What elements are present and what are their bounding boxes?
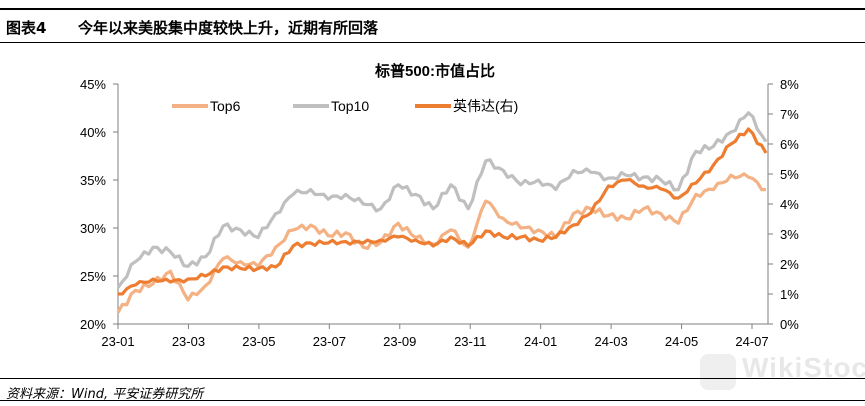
x-tick-label: 23-03: [172, 334, 205, 349]
x-tick-label: 23-01: [101, 334, 134, 349]
watermark-logo-icon: [700, 354, 736, 390]
chart-axes: 20% 25% 30% 35% 40% 45% 0% 1% 2% 3% 4% 5% 6% 7% 8% 23-0…: [80, 77, 799, 349]
legend-label: 英伟达(右): [453, 98, 518, 114]
x-tick-label: 24-07: [735, 334, 768, 349]
y-left-tick-label: 40%: [80, 125, 106, 140]
y-left-tick-label: 35%: [80, 173, 106, 188]
series-line-nvidia: [117, 127, 768, 296]
y-right-tick-label: 5%: [780, 167, 799, 182]
y-right-tick-label: 8%: [780, 77, 799, 92]
legend-label: Top6: [210, 98, 241, 114]
chart-lines: [116, 111, 768, 314]
x-tick-label: 23-09: [383, 334, 416, 349]
y-right-tick-label: 6%: [780, 137, 799, 152]
series-line-top10: [116, 111, 768, 289]
chart-title: 标普500:市值占比: [374, 62, 495, 80]
figure-title: 今年以来美股集中度较快上升，近期有所回落: [78, 19, 379, 37]
x-tick-label: 23-05: [242, 334, 275, 349]
y-right-tick-label: 7%: [780, 107, 799, 122]
legend-label: Top10: [331, 98, 369, 114]
figure-header: 图表4 今年以来美股集中度较快上升，近期有所回落: [6, 17, 378, 38]
y-right-tick-label: 4%: [780, 197, 799, 212]
source-bottom-rule: [0, 400, 865, 401]
chart-legend: Top6 Top10 英伟达(右): [172, 98, 518, 114]
series-line-top6: [116, 172, 767, 314]
y-left-tick-label: 20%: [80, 317, 106, 332]
x-tick-label: 23-11: [454, 334, 486, 349]
x-tick-label: 24-01: [524, 334, 557, 349]
y-right-tick-label: 1%: [780, 287, 799, 302]
y-right-tick-label: 2%: [780, 257, 799, 272]
y-right-tick-label: 0%: [780, 317, 799, 332]
x-tick-label: 23-07: [313, 334, 346, 349]
watermark: WikiStock: [742, 352, 865, 383]
header-top-rule: [0, 8, 865, 10]
y-right-tick-label: 3%: [780, 227, 799, 242]
x-tick-label: 24-05: [665, 334, 698, 349]
y-left-tick-label: 45%: [80, 77, 106, 92]
header-bottom-rule: [0, 42, 865, 43]
source-top-rule: [0, 378, 865, 379]
source-note: 资料来源：Wind, 平安证券研究所: [6, 387, 204, 402]
y-left-tick-label: 25%: [80, 269, 106, 284]
y-left-tick-label: 30%: [80, 221, 106, 236]
figure-number: 图表4: [6, 19, 47, 37]
x-tick-label: 24-03: [594, 334, 627, 349]
